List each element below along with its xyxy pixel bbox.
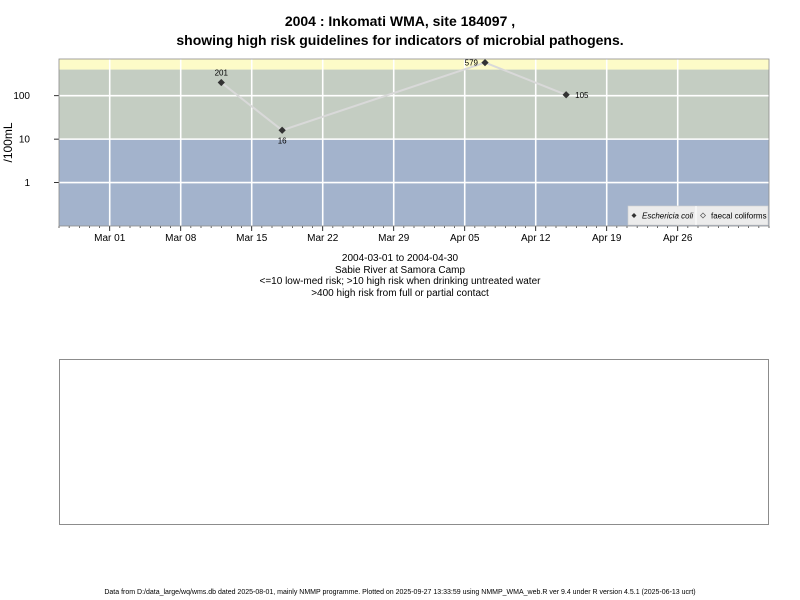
footer-note: Data from D:/data_large/wq/wms.db dated … (104, 589, 696, 596)
risk-band-2 (59, 59, 769, 70)
y-axis-label: /100mL (1, 122, 15, 162)
y-tick-label-2: 100 (13, 91, 30, 102)
empty-plot-panel (59, 359, 769, 525)
chart-panel: Mar 01 Mar 08 Mar 15 Mar 22 Mar 29 Apr 05 Apr … (1, 58, 770, 244)
legend-marker-e-coli (631, 213, 637, 218)
x-tick-label-8: Apr 26 (663, 233, 693, 244)
x-tick-label-7: Apr 19 (592, 233, 622, 244)
series-line-e-coli (220, 61, 567, 132)
y-tick-label-0: 1 (24, 178, 30, 189)
caption-site-name: Sabie River at Samora Camp (334, 264, 466, 276)
x-tick-label-1: Mar 08 (165, 233, 197, 244)
caption-drinking-risk: <=10 low-med risk; >10 high risk when dr… (259, 276, 541, 287)
plot-border (58, 58, 770, 227)
data-point-e-coli (278, 126, 286, 134)
y-tick-label-1: 10 (19, 135, 31, 146)
caption-contact-risk: >400 high risk from full or partial cont… (311, 287, 489, 299)
caption-date-range: 2004-03-01 to 2004-04-30 (341, 253, 459, 264)
data-point-e-coli (481, 58, 489, 67)
x-tick-label-0: Mar 01 (94, 233, 126, 244)
chart-title-line2: showing high risk guidelines for indicat… (176, 32, 624, 48)
data-label-e-coli: 105 (575, 91, 589, 100)
x-tick-label-2: Mar 15 (236, 233, 268, 244)
legend-box (627, 205, 769, 226)
x-tick-label-5: Apr 05 (450, 233, 480, 244)
legend-label-faecal-coliforms: faecal coliforms (711, 212, 767, 221)
data-label-e-coli: 201 (215, 69, 229, 78)
x-tick-label-4: Mar 29 (378, 233, 410, 244)
data-label-e-coli: 16 (278, 136, 287, 145)
risk-band-1 (59, 69, 769, 140)
x-tick-label-3: Mar 22 (307, 233, 339, 244)
x-tick-label-6: Apr 12 (521, 233, 551, 244)
data-point-e-coli (562, 91, 570, 99)
data-point-e-coli (217, 78, 225, 87)
data-label-e-coli: 579 (465, 59, 479, 68)
chart-title-line1: 2004 : Inkomati WMA, site 184097 , (284, 13, 516, 29)
legend-marker-faecal-coliforms (700, 212, 706, 219)
legend-label-e-coli: Eschericia coli (642, 212, 693, 221)
